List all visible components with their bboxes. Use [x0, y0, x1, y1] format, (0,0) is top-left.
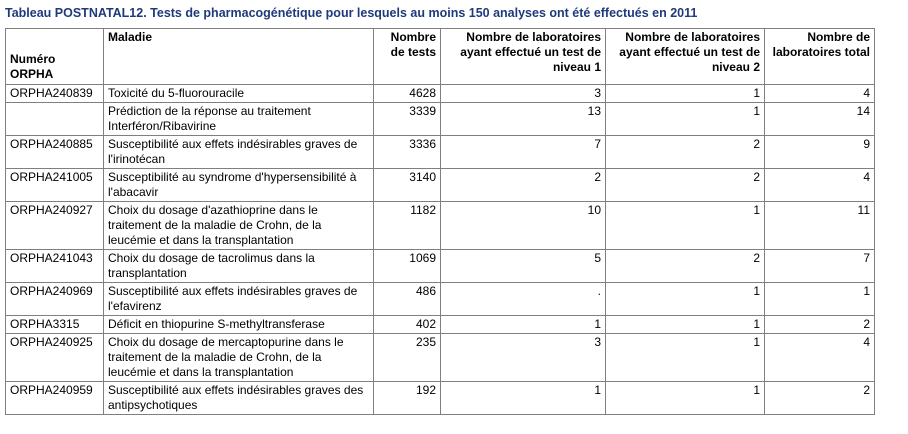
- cell-niveau-2: 2: [605, 249, 765, 283]
- cell-niveau-1: 5: [440, 249, 606, 283]
- cell-total: 4: [764, 333, 875, 382]
- table-row: ORPHA240885 Susceptibilité aux effets ind…: [5, 135, 875, 169]
- cell-niveau-2: 2: [605, 168, 765, 202]
- header-numero-orpha: Numéro ORPHA: [5, 28, 104, 85]
- cell-nombre-tests: 1182: [373, 201, 441, 250]
- header-nombre-tests: Nombre de tests: [373, 28, 441, 85]
- cell-nombre-tests: 192: [373, 381, 441, 415]
- cell-nombre-tests: 1069: [373, 249, 441, 283]
- table-row: ORPHA240969 Susceptibilité aux effets ind…: [5, 282, 875, 316]
- table-row: ORPHA240925 Choix du dosage de mercaptopu…: [5, 333, 875, 382]
- cell-total: 4: [764, 168, 875, 202]
- cell-nombre-tests: 3336: [373, 135, 441, 169]
- cell-niveau-1: 10: [440, 201, 606, 250]
- cell-orpha: ORPHA241005: [5, 168, 104, 202]
- header-labs-total: Nombre de laboratoires total: [764, 28, 875, 85]
- header-labs-niveau-1: Nombre de laboratoires ayant effectué un…: [440, 28, 606, 85]
- cell-total: 9: [764, 135, 875, 169]
- cell-total: 4: [764, 84, 875, 103]
- table-row: ORPHA3315 Déficit en thiopurine S-methylt…: [5, 315, 875, 334]
- table-row: ORPHA240927 Choix du dosage d'azathioprin…: [5, 201, 875, 250]
- cell-orpha: ORPHA241043: [5, 249, 104, 283]
- cell-niveau-2: 2: [605, 135, 765, 169]
- cell-orpha: ORPHA240969: [5, 282, 104, 316]
- cell-maladie: Toxicité du 5-fluorouracile: [103, 84, 374, 103]
- cell-niveau-1: 3: [440, 333, 606, 382]
- cell-niveau-1: .: [440, 282, 606, 316]
- cell-orpha: ORPHA240959: [5, 381, 104, 415]
- cell-orpha: ORPHA240839: [5, 84, 104, 103]
- cell-maladie: Choix du dosage d'azathioprine dans le t…: [103, 201, 374, 250]
- table-row: ORPHA241043 Choix du dosage de tacrolimus…: [5, 249, 875, 283]
- cell-nombre-tests: 3339: [373, 102, 441, 136]
- cell-nombre-tests: 486: [373, 282, 441, 316]
- cell-niveau-2: 1: [605, 84, 765, 103]
- table-row: ORPHA241005 Susceptibilité au syndrome d'…: [5, 168, 875, 202]
- cell-niveau-2: 1: [605, 102, 765, 136]
- data-table: Numéro ORPHA Maladie Nombre de tests Nom…: [5, 28, 875, 415]
- table-body: ORPHA240839 Toxicité du 5-fluorouracile 46…: [5, 84, 875, 415]
- cell-niveau-1: 3: [440, 84, 606, 103]
- cell-nombre-tests: 235: [373, 333, 441, 382]
- cell-orpha: ORPHA240927: [5, 201, 104, 250]
- table-row: ORPHA240959 Susceptibilité aux effets ind…: [5, 381, 875, 415]
- cell-maladie: Susceptibilité au syndrome d'hypersensib…: [103, 168, 374, 202]
- table-title: Tableau POSTNATAL12. Tests de pharmacogé…: [5, 6, 698, 20]
- cell-maladie: Susceptibilité aux effets indésirables g…: [103, 135, 374, 169]
- cell-orpha: ORPHA240925: [5, 333, 104, 382]
- cell-nombre-tests: 4628: [373, 84, 441, 103]
- cell-nombre-tests: 402: [373, 315, 441, 334]
- cell-maladie: Prédiction de la réponse au traitement I…: [103, 102, 374, 136]
- table-row: Prédiction de la réponse au traitement I…: [5, 102, 875, 136]
- cell-total: 14: [764, 102, 875, 136]
- cell-niveau-2: 1: [605, 333, 765, 382]
- cell-niveau-2: 1: [605, 381, 765, 415]
- cell-niveau-1: 13: [440, 102, 606, 136]
- header-row: Numéro ORPHA Maladie Nombre de tests Nom…: [5, 28, 875, 85]
- cell-orpha: ORPHA3315: [5, 315, 104, 334]
- cell-maladie: Susceptibilité aux effets indésirables g…: [103, 282, 374, 316]
- header-maladie: Maladie: [103, 28, 374, 85]
- cell-nombre-tests: 3140: [373, 168, 441, 202]
- cell-maladie: Choix du dosage de mercaptopurine dans l…: [103, 333, 374, 382]
- cell-niveau-2: 1: [605, 282, 765, 316]
- cell-maladie: Susceptibilité aux effets indésirables g…: [103, 381, 374, 415]
- cell-niveau-1: 1: [440, 315, 606, 334]
- cell-total: 2: [764, 381, 875, 415]
- cell-niveau-2: 1: [605, 201, 765, 250]
- cell-niveau-2: 1: [605, 315, 765, 334]
- cell-niveau-1: 1: [440, 381, 606, 415]
- cell-total: 2: [764, 315, 875, 334]
- cell-niveau-1: 2: [440, 168, 606, 202]
- cell-orpha: [5, 102, 104, 136]
- cell-maladie: Déficit en thiopurine S-methyltransferas…: [103, 315, 374, 334]
- table-row: ORPHA240839 Toxicité du 5-fluorouracile 46…: [5, 84, 875, 103]
- cell-niveau-1: 7: [440, 135, 606, 169]
- cell-total: 1: [764, 282, 875, 316]
- cell-orpha: ORPHA240885: [5, 135, 104, 169]
- cell-maladie: Choix du dosage de tacrolimus dans la tr…: [103, 249, 374, 283]
- cell-total: 7: [764, 249, 875, 283]
- cell-total: 11: [764, 201, 875, 250]
- header-labs-niveau-2: Nombre de laboratoires ayant effectué un…: [605, 28, 765, 85]
